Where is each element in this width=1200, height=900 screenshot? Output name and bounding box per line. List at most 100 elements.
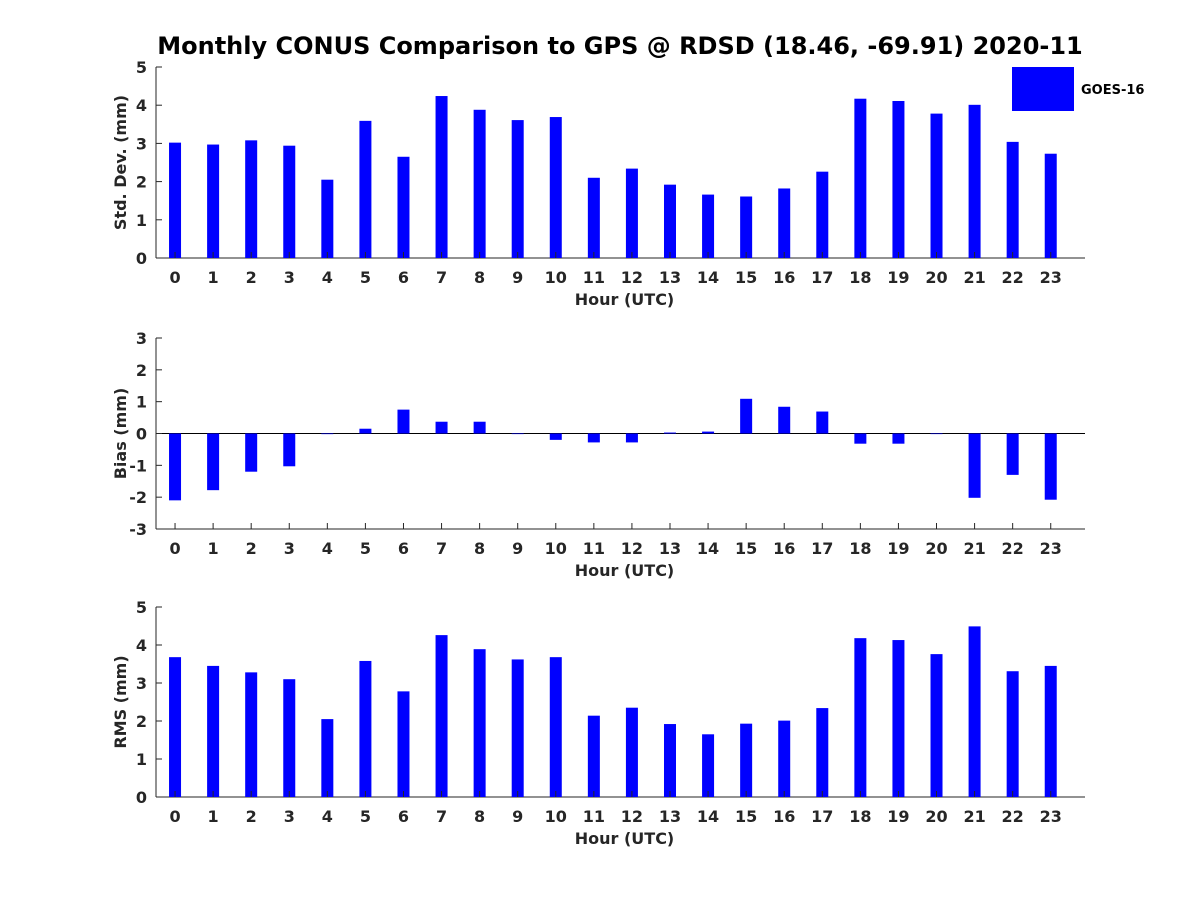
x-tick-label: 4 xyxy=(322,539,333,558)
bar-std-19 xyxy=(892,100,905,258)
x-tick-label: 1 xyxy=(208,807,219,826)
x-tick-label: 13 xyxy=(659,539,681,558)
y-tick-label: -2 xyxy=(129,488,147,507)
bar-std-12 xyxy=(625,168,638,258)
x-tick-label: 3 xyxy=(284,807,295,826)
x-tick-label: 9 xyxy=(512,807,523,826)
x-tick-label: 12 xyxy=(621,539,643,558)
x-tick-label: 18 xyxy=(849,807,871,826)
bar-rms-1 xyxy=(207,665,220,797)
y-tick-label: 2 xyxy=(136,173,147,192)
bar-bias-20 xyxy=(930,433,943,435)
x-tick-label: 21 xyxy=(963,539,985,558)
x-tick-label: 17 xyxy=(811,268,833,287)
x-tick-label: 20 xyxy=(925,268,947,287)
x-tick-label: 8 xyxy=(474,807,485,826)
x-tick-label: 0 xyxy=(169,807,180,826)
bar-rms-21 xyxy=(968,626,981,797)
bar-rms-4 xyxy=(321,719,334,797)
x-tick-label: 7 xyxy=(436,539,447,558)
x-tick-label: 20 xyxy=(925,807,947,826)
x-tick-label: 8 xyxy=(474,268,485,287)
x-tick-label: 7 xyxy=(436,807,447,826)
bar-std-22 xyxy=(1006,141,1019,258)
bar-rms-0 xyxy=(169,657,182,797)
bar-std-14 xyxy=(702,194,715,258)
x-tick-label: 5 xyxy=(360,268,371,287)
y-axis-label: Bias (mm) xyxy=(111,388,130,480)
x-tick-label: 22 xyxy=(1002,539,1024,558)
bar-bias-12 xyxy=(625,433,638,443)
x-tick-label: 17 xyxy=(811,539,833,558)
bar-rms-13 xyxy=(663,724,676,797)
y-tick-label: 5 xyxy=(136,58,147,77)
y-axis-label: Std. Dev. (mm) xyxy=(111,95,130,230)
bar-std-1 xyxy=(207,144,220,258)
bar-rms-16 xyxy=(778,720,791,797)
legend-swatch xyxy=(1012,67,1074,111)
x-tick-label: 22 xyxy=(1002,268,1024,287)
x-tick-label: 14 xyxy=(697,807,719,826)
y-tick-label: 4 xyxy=(136,96,147,115)
x-tick-label: 11 xyxy=(583,807,605,826)
bar-rms-22 xyxy=(1006,671,1019,797)
y-tick-label: 3 xyxy=(136,329,147,348)
x-tick-label: 23 xyxy=(1040,539,1062,558)
x-tick-label: 20 xyxy=(925,539,947,558)
bar-bias-15 xyxy=(740,398,753,434)
bar-bias-5 xyxy=(359,428,372,434)
bar-std-16 xyxy=(778,188,791,258)
bar-std-0 xyxy=(169,142,182,258)
bar-std-20 xyxy=(930,113,943,258)
bar-std-6 xyxy=(397,156,410,258)
bar-bias-11 xyxy=(587,433,600,443)
bar-rms-3 xyxy=(283,679,296,797)
bar-std-17 xyxy=(816,171,829,258)
bar-bias-18 xyxy=(854,433,867,444)
x-tick-label: 19 xyxy=(887,268,909,287)
x-tick-label: 2 xyxy=(246,807,257,826)
y-tick-label: 1 xyxy=(136,393,147,412)
x-tick-label: 17 xyxy=(811,807,833,826)
bar-rms-11 xyxy=(587,715,600,797)
bar-rms-20 xyxy=(930,654,943,797)
x-tick-label: 18 xyxy=(849,268,871,287)
bar-rms-2 xyxy=(245,672,258,797)
x-axis-label: Hour (UTC) xyxy=(575,290,675,309)
y-tick-label: 0 xyxy=(136,788,147,807)
y-tick-label: -3 xyxy=(129,520,147,539)
y-tick-label: 3 xyxy=(136,134,147,153)
bar-std-18 xyxy=(854,98,867,259)
y-tick-label: 0 xyxy=(136,249,147,268)
bar-rms-14 xyxy=(702,734,715,797)
x-tick-label: 2 xyxy=(246,268,257,287)
bar-rms-9 xyxy=(511,659,524,797)
x-tick-label: 5 xyxy=(360,539,371,558)
y-axis-label: RMS (mm) xyxy=(111,655,130,748)
y-tick-label: 3 xyxy=(136,674,147,693)
bar-std-15 xyxy=(740,196,753,258)
x-tick-label: 15 xyxy=(735,539,757,558)
x-tick-label: 16 xyxy=(773,268,795,287)
y-tick-label: -1 xyxy=(129,456,147,475)
bar-std-11 xyxy=(587,177,600,258)
bar-std-8 xyxy=(473,109,486,258)
x-tick-label: 11 xyxy=(583,268,605,287)
bar-std-2 xyxy=(245,140,258,258)
y-tick-label: 4 xyxy=(136,636,147,655)
bar-std-10 xyxy=(549,117,562,259)
x-tick-label: 11 xyxy=(583,539,605,558)
x-tick-label: 10 xyxy=(545,539,567,558)
y-tick-label: 1 xyxy=(136,211,147,230)
bar-rms-19 xyxy=(892,640,905,797)
legend-label: GOES-16 xyxy=(1081,83,1144,98)
bar-rms-7 xyxy=(435,635,448,797)
x-tick-label: 13 xyxy=(659,807,681,826)
bar-bias-17 xyxy=(816,411,829,434)
y-tick-label: 5 xyxy=(136,598,147,617)
x-tick-label: 3 xyxy=(284,539,295,558)
